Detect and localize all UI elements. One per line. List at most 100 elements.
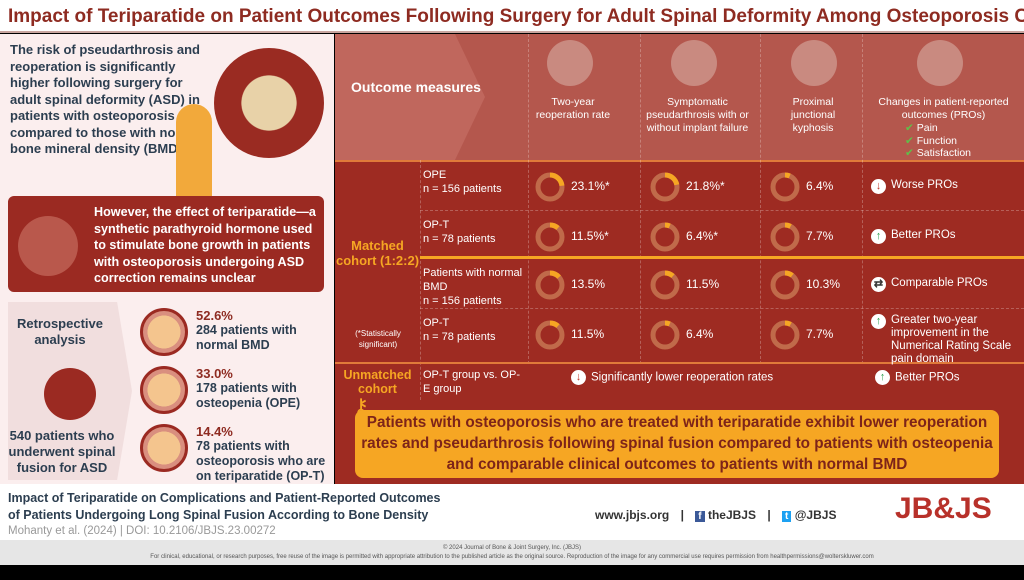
col-reoperation: Two-year reoperation rate (535, 96, 611, 121)
population-pct: 14.4% (196, 424, 233, 439)
unmatched-group: OP-T group vs. OP-E group (423, 369, 520, 395)
divider (862, 34, 863, 364)
background-panel: The risk of pseudarthrosis and reoperati… (0, 34, 334, 484)
divider (640, 34, 641, 364)
clipboard-icon (917, 40, 963, 86)
donut-chart (650, 222, 680, 252)
donut-track (650, 270, 680, 300)
pro-item: ✔ Function (905, 134, 958, 147)
pro-result: ↓ Worse PROs (871, 179, 1021, 194)
donut-track (770, 320, 800, 350)
outcome-value: 11.5%* (571, 229, 609, 243)
divider (420, 210, 1024, 211)
donut-chart (770, 172, 800, 202)
donut-chart (770, 320, 800, 350)
donut-track (770, 172, 800, 202)
matched-cohort-label: Matched cohort (1:2:2) (335, 238, 420, 268)
outcome-value: 7.7% (806, 327, 834, 341)
pro-result: ↑ Better PROs (871, 229, 1021, 244)
population-pct: 33.0% (196, 366, 233, 381)
col-pjk: Proximal junctional kyphosis (790, 96, 836, 134)
donut-chart (650, 172, 680, 202)
donut-track (535, 320, 565, 350)
article-title: Impact of Teriparatide on Complications … (8, 491, 441, 522)
spine-illustration-icon (214, 48, 324, 158)
donut-chart (650, 320, 680, 350)
donut-fill (770, 222, 800, 252)
bone-density-icon (140, 366, 188, 414)
outcome-value: 6.4% (686, 327, 714, 341)
donut-fill (535, 320, 565, 350)
twitter-icon: t (782, 511, 792, 522)
donut-fill (535, 222, 565, 252)
outcome-value: 23.1%* (571, 179, 610, 193)
knowledge-gap-box: However, the effect of teriparatide—a sy… (8, 196, 324, 292)
donut-chart (535, 172, 565, 202)
unmatched-pro: ↑ Better PROs (875, 370, 960, 385)
donut-fill (770, 270, 800, 300)
donut-fill (770, 172, 800, 202)
donut-track (535, 222, 565, 252)
population-desc: 178 patients with osteopenia (OPE) (196, 381, 301, 410)
donut-track (770, 270, 800, 300)
donut-track (650, 320, 680, 350)
donut-fill (535, 172, 565, 202)
arrow-up-icon: ↑ (871, 229, 886, 244)
outcome-value: 11.5% (686, 277, 720, 291)
donut-chart (770, 270, 800, 300)
bone-density-icon (140, 424, 188, 472)
group-label: OPE n = 156 patients (423, 169, 502, 195)
donut-fill (770, 320, 800, 350)
table-header: Outcome measures Two-year reoperation ra… (335, 34, 1024, 160)
pro-result: ⇄ Comparable PROs (871, 277, 1021, 292)
outcome-value: 6.4%* (686, 229, 719, 243)
donut-chart (650, 270, 680, 300)
donut-chart (535, 222, 565, 252)
outcome-value: 11.5% (571, 327, 605, 341)
group-label: OP-T n = 78 patients (423, 219, 496, 245)
website-link[interactable]: www.jbjs.org (595, 508, 670, 522)
outcome-value: 6.4% (806, 179, 834, 193)
donut-chart (535, 320, 565, 350)
spine-pseudarthrosis-icon (671, 40, 717, 86)
outcome-value: 21.8%* (686, 179, 725, 193)
divider (420, 308, 1024, 309)
divider (420, 256, 1024, 259)
divider (760, 34, 761, 364)
retrospective-label: Retrospective analysis (17, 316, 103, 347)
copyright: © 2024 Journal of Bone & Joint Surgery, … (0, 540, 1024, 565)
pro-result: ↑ Greater two-year improvement in the Num… (871, 314, 1021, 366)
person-silhouette-icon (176, 104, 212, 204)
knowledge-gap-text: However, the effect of teriparatide—a sy… (94, 205, 316, 285)
total-patients: 540 patients who underwent spinal fusion… (8, 428, 116, 475)
donut-track (770, 222, 800, 252)
pro-item: ✔ Satisfaction (905, 147, 972, 159)
facebook-icon: f (695, 511, 705, 522)
group-label: OP-T n = 78 patients (423, 317, 496, 343)
kyphosis-icon (791, 40, 837, 86)
arrow-down-icon: ↓ (871, 179, 886, 194)
donut-chart (535, 270, 565, 300)
citation: Mohanty et al. (2024) | DOI: 10.2106/JBJ… (8, 525, 276, 537)
pro-items: ✔ Pain ✔ Function ✔ Satisfaction (905, 122, 971, 160)
key-finding: Patients with osteoporosis who are treat… (355, 410, 999, 478)
divider (335, 160, 1024, 162)
arrow-down-icon: ↓ (571, 370, 586, 385)
significance-note: (*Statistically significant) (355, 329, 401, 349)
facebook-link[interactable]: theJBJS (707, 508, 756, 522)
donut-fill (650, 270, 680, 300)
header-arrow (335, 34, 485, 160)
arrow-up-icon: ↑ (875, 370, 890, 385)
donut-track (650, 222, 680, 252)
results-table: Outcome measures Two-year reoperation ra… (335, 34, 1024, 484)
outcome-value: 7.7% (806, 229, 834, 243)
outcome-measures-label: Outcome measures (351, 79, 481, 95)
jbjs-logo: JB&JS (895, 492, 992, 525)
twitter-link[interactable]: @JBJS (794, 508, 837, 522)
donut-fill (650, 172, 680, 202)
donut-chart (770, 222, 800, 252)
unmatched-result: ↓ Significantly lower reoperation rates (571, 370, 773, 385)
outcome-value: 13.5% (571, 277, 606, 291)
unmatched-cohort-label: Unmatched cohort (343, 368, 412, 396)
population-pct: 52.6% (196, 308, 233, 323)
